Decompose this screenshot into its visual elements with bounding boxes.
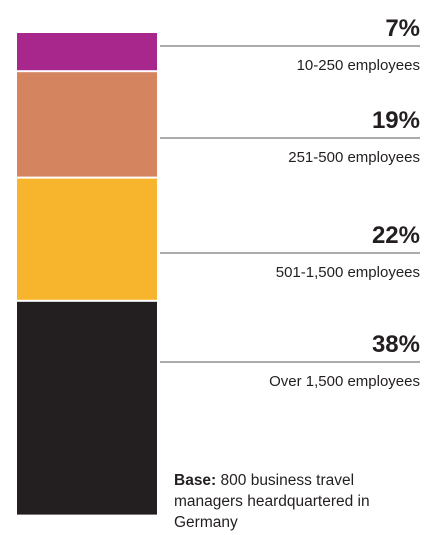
bar-segment-1 [17, 33, 157, 71]
bar-segment-4 [17, 301, 157, 515]
category-label-3: 501-1,500 employees [276, 264, 420, 281]
percent-label-3: 22% [372, 222, 420, 249]
base-footnote: Base: 800 business travel managers heard… [174, 470, 414, 533]
bar-segment-2 [17, 72, 157, 177]
percent-label-2: 19% [372, 107, 420, 134]
footnote-label: Base: [174, 472, 217, 489]
bar-segment-3 [17, 178, 157, 300]
category-label-1: 10-250 employees [297, 57, 420, 74]
percent-label-4: 38% [372, 331, 420, 358]
percent-label-1: 7% [385, 15, 420, 42]
footnote-text: 800 business travel managers heardquarte… [174, 472, 370, 531]
category-label-4: Over 1,500 employees [269, 373, 420, 390]
category-label-2: 251-500 employees [288, 149, 420, 166]
